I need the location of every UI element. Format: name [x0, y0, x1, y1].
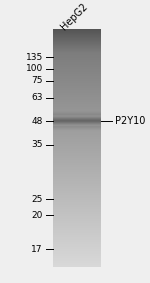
Text: HepG2: HepG2 — [59, 2, 90, 32]
Text: 17: 17 — [31, 245, 43, 254]
Text: 20: 20 — [32, 211, 43, 220]
Text: 75: 75 — [31, 76, 43, 85]
Text: 63: 63 — [31, 93, 43, 102]
Text: 100: 100 — [26, 65, 43, 74]
Text: P2Y10: P2Y10 — [115, 116, 146, 126]
Text: 135: 135 — [26, 53, 43, 62]
Text: 25: 25 — [32, 195, 43, 204]
Text: 35: 35 — [31, 140, 43, 149]
Text: 48: 48 — [32, 117, 43, 126]
